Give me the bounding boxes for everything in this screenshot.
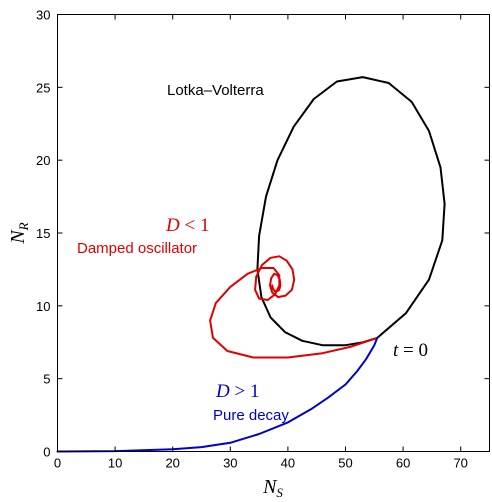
y-tick-label: 5: [43, 372, 50, 387]
x-tick-label: 60: [396, 456, 410, 471]
ticks-layer: 0 10 20 30 40 50 60 70 0 5 10 15 20 25 30: [36, 8, 490, 471]
x-tick-label: 10: [108, 456, 122, 471]
x-tick-label: 40: [281, 456, 295, 471]
y-axis-label: NR: [7, 222, 31, 244]
y-tick-label: 20: [36, 153, 50, 168]
pure-decay-label: Pure decay: [213, 407, 289, 424]
y-tick-label: 0: [43, 445, 50, 460]
y-tick-label: 30: [36, 8, 50, 23]
series-layer: [56, 76, 446, 453]
lotka-volterra-label: Lotka–Volterra: [167, 82, 264, 99]
d-greater-than-1-label: D > 1: [215, 381, 259, 402]
x-axis-label: NS: [262, 476, 283, 500]
series-line-pure-decay: [56, 336, 379, 453]
x-tick-label: 0: [54, 456, 61, 471]
d-less-than-1-label: D < 1: [165, 215, 209, 236]
plot-frame: [57, 14, 490, 452]
x-tick-label: 50: [338, 456, 352, 471]
y-tick-label: 25: [36, 80, 50, 95]
y-tick-label: 15: [36, 226, 50, 241]
series-line-damped-oscillator: [209, 255, 379, 359]
x-tick-label: 30: [223, 456, 237, 471]
x-tick-label: 20: [165, 456, 179, 471]
damped-oscillator-label: Damped oscillator: [77, 240, 197, 257]
x-tick-label: 70: [453, 456, 467, 471]
y-tick-label: 10: [36, 299, 50, 314]
t-equals-0-label: t = 0: [393, 340, 428, 361]
series-line-lotka-volterra: [256, 76, 446, 347]
